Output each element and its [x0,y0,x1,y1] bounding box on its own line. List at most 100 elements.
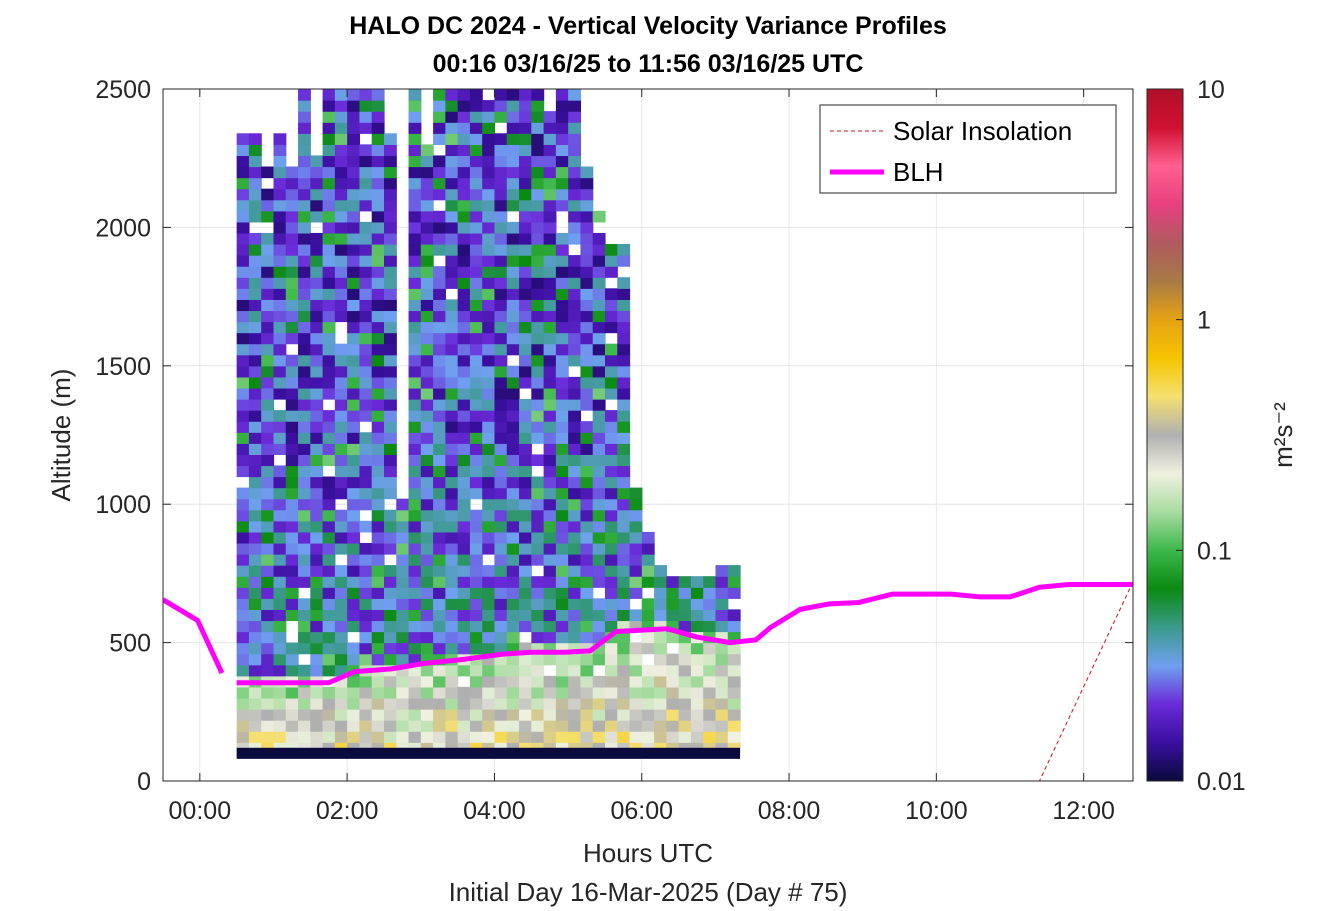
heatmap-cell [555,509,569,522]
heatmap-cell [494,288,508,300]
heatmap-cell [273,432,287,444]
heatmap-cell [371,509,385,522]
heatmap-cell [580,454,594,467]
heatmap-cell [310,509,324,522]
heatmap-cell [445,155,459,168]
heatmap-cell [359,576,373,588]
heatmap-cell [445,210,459,223]
heatmap-cell [568,697,582,710]
heatmap-cell [457,410,471,422]
heatmap-cell [568,542,582,555]
heatmap-cell [506,720,520,732]
heatmap-cell [420,498,434,511]
heatmap-cell [531,244,545,256]
heatmap-cell [334,266,348,278]
heatmap-cell [715,598,729,610]
heatmap-cell [457,664,471,677]
heatmap-cell [420,410,434,422]
heatmap-cell [482,587,496,599]
heatmap-cell [383,199,397,212]
heatmap-cell [494,266,508,278]
heatmap-cell [469,111,483,123]
heatmap-cell [383,255,397,267]
heatmap-cell [617,365,631,378]
heatmap-cell [617,631,631,644]
heatmap-cell [666,731,680,743]
heatmap-cell [396,609,410,622]
heatmap-cell [494,387,508,400]
heatmap-cell [383,576,397,588]
heatmap-cell [617,498,631,511]
heatmap-cell [617,697,631,710]
heatmap-cell [568,498,582,511]
heatmap-cell [469,288,483,300]
heatmap-cell [371,576,385,588]
heatmap-cell [359,454,373,467]
heatmap-cell [617,531,631,544]
heatmap-cell [236,664,250,677]
heatmap-cell [531,498,545,511]
heatmap-cell [568,288,582,300]
heatmap-cell [641,731,655,743]
heatmap-cell [433,598,446,610]
heatmap-cell [298,498,311,511]
heatmap-cell [347,410,361,422]
heatmap-cell [543,443,557,455]
heatmap-cell [298,321,311,334]
heatmap-cell [506,465,520,478]
heatmap-cell [531,332,545,345]
heatmap-cell [494,631,508,644]
heatmap-cell [408,609,422,622]
heatmap-cell [298,210,311,223]
heatmap-cell [592,631,606,644]
heatmap-cell [506,731,520,743]
heatmap-cell [457,354,471,367]
heatmap-cell [261,210,275,223]
heatmap-cell [408,520,422,533]
heatmap-cell [273,144,287,157]
heatmap-cell [543,310,557,323]
heatmap-cell [445,609,459,622]
heatmap-cell [236,199,250,212]
heatmap-cell [334,111,348,123]
heatmap-cell [347,542,361,555]
heatmap-cell [273,133,287,145]
heatmap-cell [310,244,324,256]
heatmap-cell [285,288,299,300]
heatmap-cell [396,576,410,588]
heatmap-cell [371,476,385,489]
heatmap-cell [359,387,373,400]
heatmap-cell [543,476,557,489]
heatmap-cell [494,188,508,201]
heatmap-cell [469,221,483,234]
heatmap-cell [604,565,618,577]
heatmap-cell [555,232,569,245]
heatmap-cell [617,554,631,566]
heatmap-cell [703,686,717,699]
heatmap-cell [334,122,348,134]
heatmap-cell [519,89,532,101]
heatmap-cell [371,133,385,145]
heatmap-cell [482,399,496,411]
heatmap-cell [519,299,532,312]
heatmap-cell [248,210,262,223]
heatmap-cell [469,387,483,400]
heatmap-cell [334,387,348,400]
heatmap-cell [568,177,582,190]
heatmap-cell [543,487,557,500]
heatmap-cell [543,675,557,688]
heatmap-cell [506,443,520,455]
heatmap-cell [334,653,348,666]
heatmap-cell [604,576,618,588]
heatmap-cell [506,487,520,500]
heatmap-cell [568,598,582,610]
heatmap-cell [408,89,422,101]
heatmap-cell [494,144,508,157]
heatmap-cell [555,587,569,599]
heatmap-cell [592,443,606,455]
heatmap-cell [433,365,446,378]
heatmap-cell [359,144,373,157]
heatmap-cell [359,188,373,201]
heatmap-cell [359,399,373,411]
heatmap-cell [334,221,348,234]
